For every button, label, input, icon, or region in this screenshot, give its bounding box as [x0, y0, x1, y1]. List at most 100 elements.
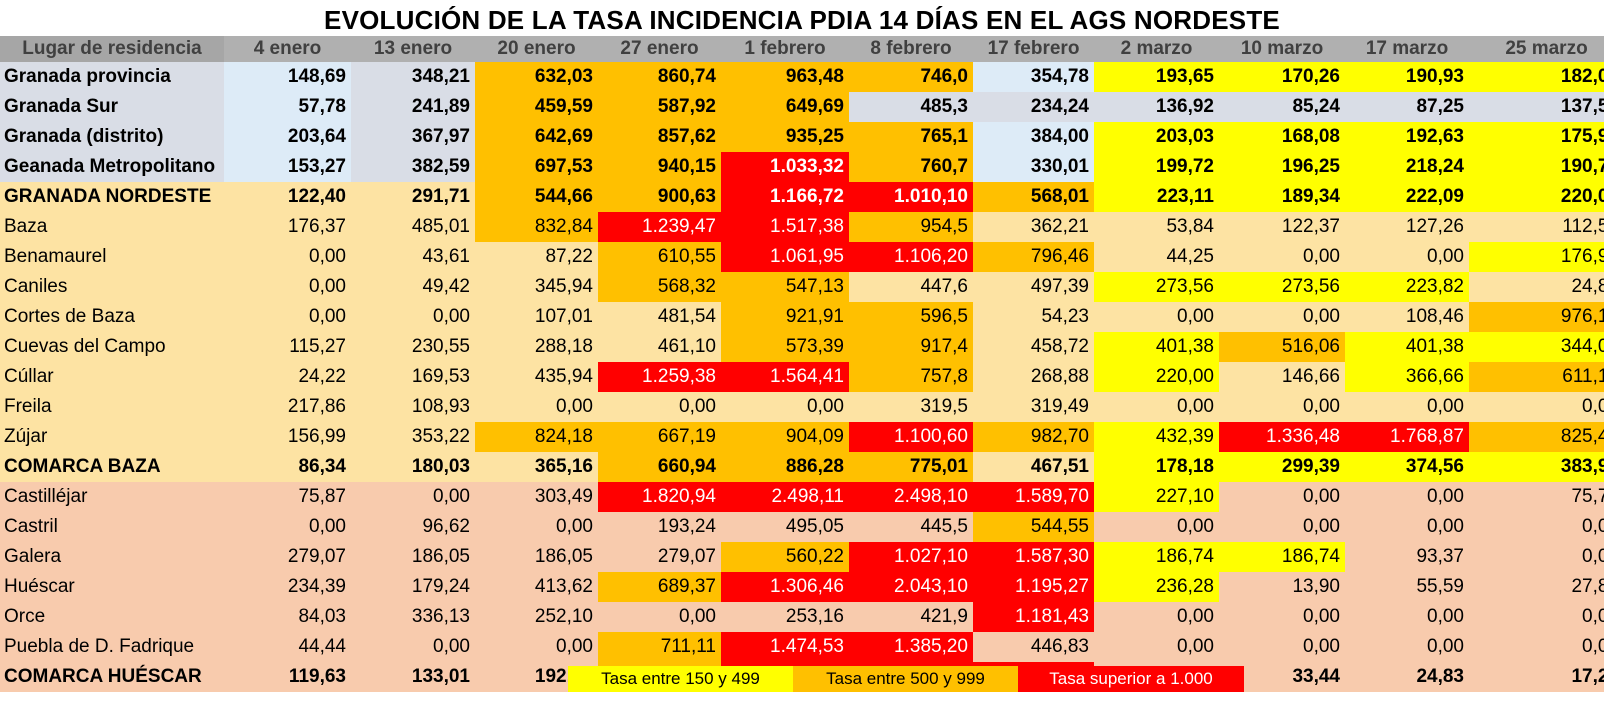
table-cell: 917,4 — [849, 332, 973, 362]
table-cell: 610,55 — [598, 242, 721, 272]
table-cell: 169,53 — [351, 362, 475, 392]
table-cell: 353,22 — [351, 422, 475, 452]
table-cell: 0,00 — [1469, 392, 1604, 422]
row-label: Geanada Metropolitano — [0, 152, 224, 182]
table-cell: 544,55 — [973, 512, 1094, 542]
table-cell: 1.589,70 — [973, 482, 1094, 512]
table-cell: 227,10 — [1094, 482, 1219, 512]
table-cell: 374,56 — [1345, 452, 1469, 482]
table-cell: 0,00 — [1094, 512, 1219, 542]
page-title: EVOLUCIÓN DE LA TASA INCIDENCIA PDIA 14 … — [324, 5, 1280, 35]
table-cell: 203,03 — [1094, 122, 1219, 152]
table-cell: 1.106,20 — [849, 242, 973, 272]
table-cell: 382,59 — [351, 152, 475, 182]
table-cell: 0,00 — [1469, 512, 1604, 542]
header-cell: 20 enero — [475, 36, 598, 62]
header-cell: 4 enero — [224, 36, 351, 62]
table-cell: 642,69 — [475, 122, 598, 152]
table-cell: 127,26 — [1345, 212, 1469, 242]
table-cell: 0,00 — [1094, 602, 1219, 632]
table-cell: 96,62 — [351, 512, 475, 542]
table-row: Cúllar 24,22 169,53 435,94 1.259,38 1.564,41 7… — [0, 362, 1604, 392]
legend-item-medium: Tasa entre 500 y 999 — [793, 666, 1018, 692]
table-cell: 236,28 — [1094, 572, 1219, 602]
table-row: Geanada Metropolitano 153,27 382,59 697,53 9… — [0, 152, 1604, 182]
table-cell: 485,3 — [849, 92, 973, 122]
row-label: Puebla de D. Fadrique — [0, 632, 224, 662]
table-cell: 976,14 — [1469, 302, 1604, 332]
table-cell: 1.336,48 — [1219, 422, 1345, 452]
table-cell: 0,00 — [351, 302, 475, 332]
table-cell: 481,54 — [598, 302, 721, 332]
table-cell: 53,84 — [1094, 212, 1219, 242]
table-cell: 55,59 — [1345, 572, 1469, 602]
table-cell: 485,01 — [351, 212, 475, 242]
table-cell: 421,9 — [849, 602, 973, 632]
table-cell: 765,1 — [849, 122, 973, 152]
table-cell: 43,61 — [351, 242, 475, 272]
table-cell: 279,07 — [224, 542, 351, 572]
header-row: Lugar de residencia 4 enero 13 enero 20 … — [0, 36, 1604, 62]
table-cell: 401,38 — [1345, 332, 1469, 362]
table-cell: 136,92 — [1094, 92, 1219, 122]
table-cell: 273,56 — [1219, 272, 1345, 302]
table-cell: 220,04 — [1469, 182, 1604, 212]
table-cell: 0,00 — [1345, 632, 1469, 662]
table-cell: 1.027,10 — [849, 542, 973, 572]
table-cell: 288,18 — [475, 332, 598, 362]
table-row: Freila 217,86 108,93 0,00 0,00 0,00 319,5 319,4… — [0, 392, 1604, 422]
table-cell: 193,65 — [1094, 62, 1219, 92]
table-cell: 241,89 — [351, 92, 475, 122]
table-cell: 689,37 — [598, 572, 721, 602]
table-cell: 175,98 — [1469, 122, 1604, 152]
row-label: Zújar — [0, 422, 224, 452]
table-cell: 252,10 — [475, 602, 598, 632]
table-cell: 217,86 — [224, 392, 351, 422]
table-row: Granada provincia 148,69 348,21 632,03 860,7… — [0, 62, 1604, 92]
table-cell: 112,58 — [1469, 212, 1604, 242]
table-cell: 1.385,20 — [849, 632, 973, 662]
table-cell: 44,44 — [224, 632, 351, 662]
table-cell: 1.010,10 — [849, 182, 973, 212]
table-cell: 649,69 — [721, 92, 849, 122]
table-cell: 432,39 — [1094, 422, 1219, 452]
table-cell: 459,59 — [475, 92, 598, 122]
table-cell: 825,47 — [1469, 422, 1604, 452]
table-cell: 0,00 — [224, 242, 351, 272]
table-cell: 1.239,47 — [598, 212, 721, 242]
table-cell: 611,10 — [1469, 362, 1604, 392]
table-cell: 832,84 — [475, 212, 598, 242]
table-cell: 0,00 — [1219, 482, 1345, 512]
table-cell: 667,19 — [598, 422, 721, 452]
table-cell: 697,53 — [475, 152, 598, 182]
table-cell: 133,01 — [351, 662, 475, 692]
row-label: Huéscar — [0, 572, 224, 602]
header-cell: Lugar de residencia — [0, 36, 224, 62]
table-cell: 122,37 — [1219, 212, 1345, 242]
table-cell: 1.100,60 — [849, 422, 973, 452]
table-cell: 234,39 — [224, 572, 351, 602]
row-label: Benamaurel — [0, 242, 224, 272]
header-cell: 2 marzo — [1094, 36, 1219, 62]
table-cell: 435,94 — [475, 362, 598, 392]
table-cell: 146,66 — [1219, 362, 1345, 392]
table-cell: 0,00 — [1469, 542, 1604, 572]
table-cell: 199,72 — [1094, 152, 1219, 182]
table-cell: 24,87 — [1469, 272, 1604, 302]
header-cell: 25 marzo — [1469, 36, 1604, 62]
table-cell: 57,78 — [224, 92, 351, 122]
table-cell: 84,03 — [224, 602, 351, 632]
table-cell: 273,56 — [1094, 272, 1219, 302]
table-cell: 495,05 — [721, 512, 849, 542]
table-cell: 544,66 — [475, 182, 598, 212]
table-cell: 362,21 — [973, 212, 1094, 242]
table-cell: 935,25 — [721, 122, 849, 152]
table-cell: 0,00 — [1219, 302, 1345, 332]
table-cell: 319,5 — [849, 392, 973, 422]
legend-item-low: Tasa entre 150 y 499 — [568, 666, 793, 692]
table-cell: 516,06 — [1219, 332, 1345, 362]
table-cell: 148,69 — [224, 62, 351, 92]
header-cell: 8 febrero — [849, 36, 973, 62]
table-cell: 2.498,10 — [849, 482, 973, 512]
row-label: Granada Sur — [0, 92, 224, 122]
